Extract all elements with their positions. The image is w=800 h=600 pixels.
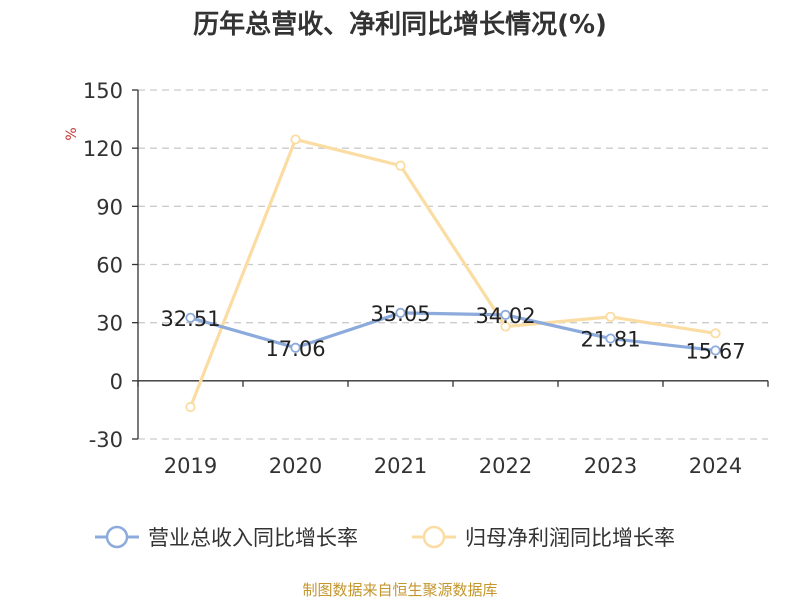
y-tick-label: 90 bbox=[96, 195, 123, 219]
y-axis-unit-label: % bbox=[64, 127, 80, 140]
data-label: 32.51 bbox=[160, 307, 220, 331]
data-labels: 32.51 17.06 35.05 34.02 21.81 15.67 bbox=[160, 302, 745, 364]
data-point[interactable] bbox=[710, 328, 721, 339]
data-point[interactable] bbox=[185, 401, 196, 413]
legend-item-2[interactable]: 归母净利润同比增长率 bbox=[412, 525, 675, 550]
x-tick-label: 2020 bbox=[269, 454, 322, 478]
grid-lines bbox=[138, 89, 768, 440]
data-point[interactable] bbox=[290, 134, 301, 145]
data-point[interactable] bbox=[500, 321, 511, 332]
x-tick-label: 2022 bbox=[479, 454, 532, 478]
data-point[interactable] bbox=[710, 345, 721, 356]
legend-label: 归母净利润同比增长率 bbox=[465, 526, 675, 550]
series-line bbox=[188, 137, 718, 409]
axes: 150 120 90 60 30 0 -30 2019 2020 2021 2022 2023 2024 bbox=[83, 79, 769, 478]
data-label: 35.05 bbox=[370, 302, 430, 326]
data-label: 34.02 bbox=[475, 304, 535, 328]
data-point[interactable] bbox=[395, 160, 406, 171]
legend-label: 营业总收入同比增长率 bbox=[148, 526, 358, 550]
y-tick-label: 0 bbox=[110, 370, 123, 394]
legend[interactable]: 营业总收入同比增长率 归母净利润同比增长率 bbox=[95, 525, 675, 550]
data-label: 17.06 bbox=[265, 337, 325, 361]
source-note: 制图数据来自恒生聚源数据库 bbox=[302, 581, 497, 599]
y-tick-label: 150 bbox=[83, 79, 123, 103]
data-point[interactable] bbox=[290, 342, 301, 353]
chart-title: 历年总营收、净利同比增长情况(%) bbox=[193, 9, 607, 40]
data-point[interactable] bbox=[395, 307, 406, 318]
x-tick-label: 2024 bbox=[689, 454, 742, 478]
data-point[interactable] bbox=[185, 312, 196, 323]
series-1 bbox=[185, 307, 721, 356]
data-label: 21.81 bbox=[580, 328, 640, 352]
y-tick-label: -30 bbox=[89, 428, 123, 452]
y-tick-label: 30 bbox=[96, 312, 123, 336]
series-2 bbox=[185, 134, 721, 413]
series-lines bbox=[185, 134, 721, 413]
data-point[interactable] bbox=[605, 311, 616, 322]
y-tick-label: 120 bbox=[83, 137, 123, 161]
legend-item-1[interactable]: 营业总收入同比增长率 bbox=[95, 525, 358, 550]
data-point[interactable] bbox=[500, 309, 511, 320]
legend-marker bbox=[422, 525, 446, 549]
x-tick-label: 2021 bbox=[374, 454, 427, 478]
x-tick-label: 2019 bbox=[164, 454, 217, 478]
data-point[interactable] bbox=[605, 333, 616, 344]
series-line bbox=[188, 311, 718, 353]
legend-marker bbox=[105, 525, 129, 549]
y-tick-label: 60 bbox=[96, 254, 123, 278]
data-label: 15.67 bbox=[685, 339, 745, 363]
x-tick-label: 2023 bbox=[584, 454, 637, 478]
